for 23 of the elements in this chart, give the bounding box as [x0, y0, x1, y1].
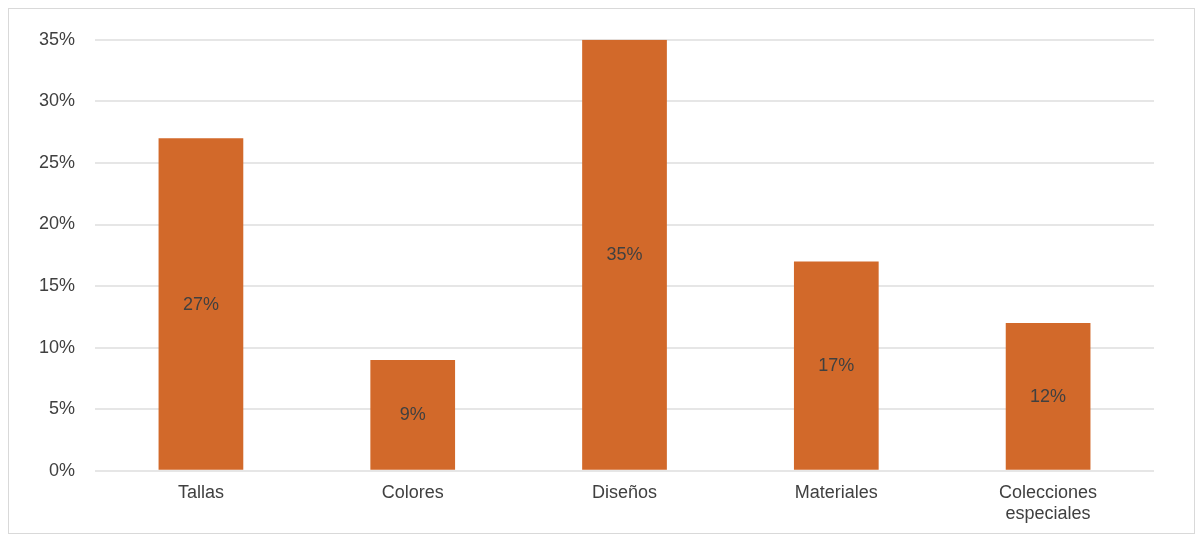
bar: [1005, 323, 1091, 470]
data-label: 12%: [1030, 385, 1067, 406]
y-tick-label: 25%: [39, 151, 76, 172]
y-tick-label: 10%: [39, 336, 76, 357]
x-tick-label: Diseños: [592, 481, 658, 502]
y-tick-label: 0%: [49, 459, 76, 480]
x-tick-label: Tallas: [177, 481, 224, 502]
data-label: 27%: [182, 293, 219, 314]
y-tick-label: 15%: [39, 275, 76, 296]
y-tick-label: 5%: [49, 398, 76, 419]
x-tick-label: Materiales: [794, 481, 878, 502]
y-tick-label: 20%: [39, 213, 76, 234]
data-label: 35%: [606, 244, 643, 265]
x-tick-label: Colecciones especiales: [999, 481, 1098, 524]
y-tick-label: 30%: [39, 90, 76, 111]
x-tick-label: Colores: [381, 481, 444, 502]
data-label: 9%: [399, 404, 426, 425]
bar: [793, 261, 879, 470]
bar: [370, 359, 456, 470]
data-label: 17%: [818, 355, 855, 376]
y-tick-label: 35%: [39, 28, 76, 49]
bar: [158, 138, 244, 470]
bar: [582, 39, 667, 470]
